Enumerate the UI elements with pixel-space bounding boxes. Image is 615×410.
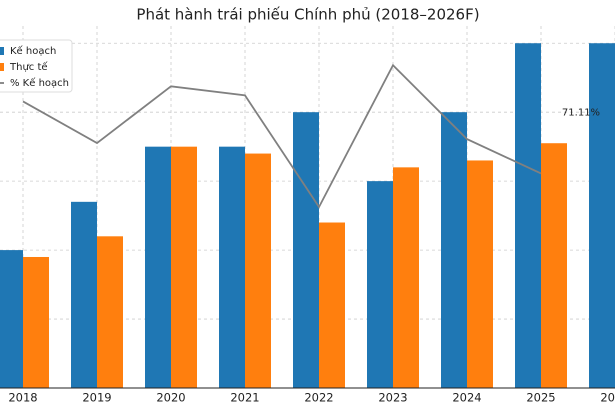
bar — [367, 181, 393, 388]
x-tick-label: 2023 — [378, 391, 407, 405]
bar — [171, 146, 197, 388]
legend-swatch — [0, 47, 4, 55]
legend-label: % Kế hoạch — [10, 77, 69, 89]
chart-title: Phát hành trái phiếu Chính phủ (2018–202… — [136, 6, 479, 24]
bar — [467, 160, 493, 388]
x-tick-label: 2022 — [304, 391, 333, 405]
bar — [589, 43, 615, 388]
bar — [145, 146, 171, 388]
bar — [219, 146, 245, 388]
x-tick-label: 2025 — [526, 391, 555, 405]
bar — [393, 167, 419, 388]
legend-swatch — [0, 63, 4, 71]
x-tick-label: 2020 — [156, 391, 185, 405]
x-tick-label: 2024 — [452, 391, 481, 405]
bar — [441, 112, 467, 388]
bar — [319, 222, 345, 388]
annotation: 71.11% — [562, 107, 600, 118]
legend-box — [0, 39, 73, 93]
bar — [515, 43, 541, 388]
bar — [23, 256, 49, 388]
bar — [541, 143, 567, 388]
x-tick-label: 2026 — [600, 391, 615, 405]
x-tick-label: 2021 — [230, 391, 259, 405]
legend: Kế hoạch Thực tế % Kế hoạch — [0, 39, 73, 93]
bar — [0, 250, 23, 388]
bar — [71, 201, 97, 388]
legend-label: Thực tế — [9, 61, 48, 73]
x-tick-label: 2019 — [82, 391, 111, 405]
bar — [293, 112, 319, 388]
bar — [245, 153, 271, 388]
bar — [97, 236, 123, 388]
legend-label: Kế hoạch — [10, 45, 56, 57]
x-tick-label: 2018 — [8, 391, 37, 405]
line — [22, 63, 542, 209]
